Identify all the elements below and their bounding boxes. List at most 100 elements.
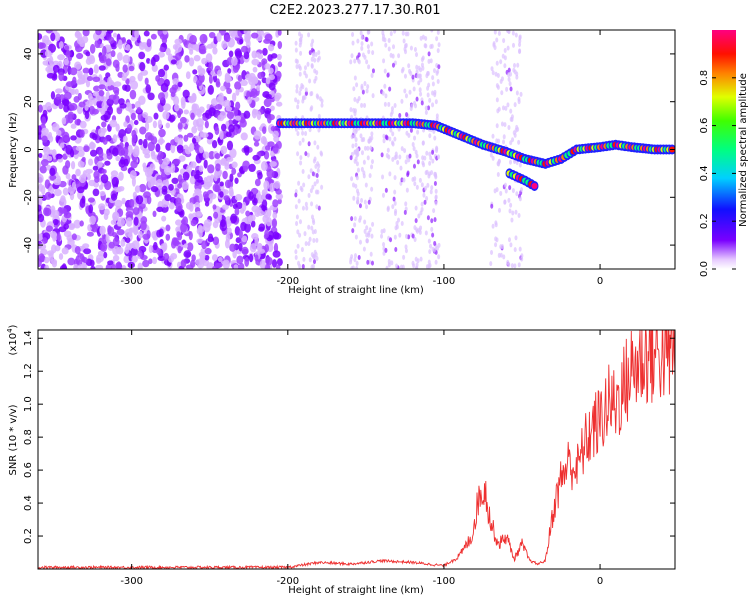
heatmap-cell (247, 96, 252, 105)
heatmap-cell (491, 155, 495, 161)
heatmap-cell (128, 65, 135, 72)
heatmap-cell (363, 54, 367, 60)
heatmap-cell (494, 222, 498, 228)
heatmap-cell (241, 201, 247, 212)
colorbar-ticks: 0.0 0.2 0.4 0.6 0.8 (699, 70, 736, 277)
heatmap-cell (199, 131, 205, 138)
heatmap-cell (399, 165, 403, 171)
heatmap-cell (393, 175, 397, 181)
heatmap-cell (257, 242, 263, 252)
heatmap-cell (229, 148, 237, 159)
heatmap-cell (147, 92, 155, 101)
heatmap-cell (165, 224, 171, 232)
heatmap-cell (212, 236, 220, 246)
heatmap-cell (243, 145, 250, 153)
heatmap-cell (88, 204, 94, 214)
heatmap-cell (366, 145, 370, 151)
heatmap-cell (393, 30, 397, 34)
heatmap-cell (179, 116, 187, 124)
heatmap-cell (98, 65, 106, 71)
heatmap-cell (381, 174, 385, 180)
heatmap-cell (296, 131, 300, 137)
heatmap-cell (386, 72, 390, 78)
heatmap-cell (226, 111, 235, 120)
heatmap-cell (197, 224, 203, 233)
heatmap-cell (244, 256, 250, 267)
heatmap-cell (500, 90, 504, 96)
heatmap-cell (502, 139, 506, 145)
heatmap-cell (302, 256, 306, 262)
heatmap-cell (495, 60, 499, 66)
heatmap-cell (129, 198, 135, 208)
heatmap-cell (148, 244, 153, 254)
heatmap-cell (208, 193, 217, 200)
heatmap-cell (213, 172, 218, 182)
heatmap-cell (371, 221, 375, 227)
heatmap-cell (203, 219, 212, 228)
heatmap-cell (265, 77, 271, 85)
heatmap-cell (171, 177, 179, 184)
heatmap-cell (518, 196, 522, 202)
heatmap-cell (58, 102, 64, 110)
heatmap-cell (387, 46, 391, 52)
heatmap-cell (157, 150, 164, 159)
heatmap-cell (404, 49, 408, 55)
heatmap-cell (134, 101, 141, 109)
heatmap-cell (227, 68, 232, 74)
heatmap-cell (172, 158, 181, 165)
heatmap-cell (267, 44, 275, 52)
heatmap-cell (43, 256, 50, 264)
heatmap-cell (241, 235, 248, 243)
heatmap-cell (409, 127, 413, 133)
heatmap-cell (204, 120, 209, 129)
heatmap-cell (241, 246, 249, 256)
heatmap-cell (388, 136, 392, 142)
heatmap-cell (215, 262, 223, 268)
heatmap-cell (507, 67, 511, 73)
heatmap-cell (506, 102, 510, 108)
heatmap-cell (366, 30, 370, 35)
heatmap-cell (351, 228, 355, 234)
heatmap-cell (411, 141, 415, 147)
heatmap-cell (314, 189, 318, 195)
heatmap-cell (163, 103, 172, 112)
heatmap-cell (84, 110, 90, 120)
y-tick-label: 0.2 (23, 528, 34, 544)
heatmap-cell (117, 217, 126, 227)
heatmap-cell (52, 218, 59, 226)
heatmap-cell (69, 149, 75, 158)
heatmap-cell (63, 230, 72, 238)
heatmap-cell (206, 262, 214, 269)
heatmap-cell (38, 152, 43, 158)
heatmap-cell (511, 42, 515, 48)
heatmap-cell (413, 135, 417, 141)
heatmap-cell (181, 181, 189, 191)
heatmap-cell (381, 192, 385, 198)
heatmap-cell (44, 191, 52, 200)
heatmap-cell (110, 219, 117, 225)
heatmap-cell (310, 201, 314, 207)
heatmap-cell (92, 165, 99, 171)
heatmap-cell (125, 44, 131, 51)
heatmap-cell (235, 201, 243, 210)
heatmap-cell (277, 61, 283, 68)
heatmap-cell (267, 114, 272, 124)
heatmap-cell (508, 159, 512, 165)
heatmap-cell (431, 149, 435, 155)
heatmap-cell (393, 211, 397, 217)
heatmap-cell (129, 170, 137, 180)
heatmap-cell (142, 233, 151, 240)
heatmap-cell (104, 160, 111, 166)
heatmap-cell (382, 228, 386, 234)
heatmap-cell (391, 157, 395, 163)
heatmap-cell (271, 259, 278, 268)
heatmap-cell (351, 40, 355, 46)
heatmap-cell (142, 165, 148, 173)
heatmap-cell (421, 65, 425, 71)
heatmap-cell (515, 191, 519, 197)
heatmap-cell (188, 57, 195, 67)
heatmap-cell (311, 184, 315, 190)
heatmap-cell (428, 151, 432, 157)
heatmap-cell (382, 58, 386, 64)
